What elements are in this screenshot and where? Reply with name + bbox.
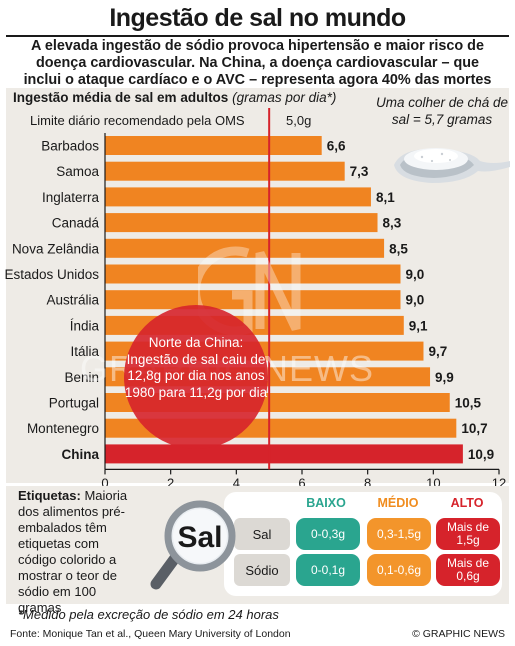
subtitle: A elevada ingestão de sódio provoca hipe…: [23, 38, 492, 88]
chart-ylabel: Ingestão média de sal em adultos (gramas…: [13, 90, 336, 105]
value-label: 9,1: [409, 318, 428, 333]
category-label: Canadá: [52, 216, 100, 231]
category-label: Portugal: [49, 396, 99, 411]
salt-high-value: Mais de 1,5g: [436, 518, 500, 550]
labels-body: Maioria dos alimentos pré-embalados têm …: [18, 488, 128, 615]
sodium-high-value: Mais de 0,6g: [436, 554, 500, 586]
sodium-low-value: 0-0,1g: [296, 554, 360, 586]
title-divider: [6, 35, 509, 37]
source-credit: Fonte: Monique Tan et al., Queen Mary Un…: [10, 628, 291, 640]
category-label: Inglaterra: [42, 190, 100, 205]
copyright: © GRAPHIC NEWS: [412, 628, 505, 640]
bar: [105, 444, 463, 464]
value-label: 9,9: [435, 370, 454, 385]
magnifier-word: Sal: [177, 521, 222, 554]
sodium-medium-value: 0,1-0,6g: [367, 554, 431, 586]
teaspoon-icon: [394, 148, 510, 183]
salt-low-value: 0-0,3g: [296, 518, 360, 550]
row-salt-label: Sal: [234, 518, 290, 550]
column-low: BAIXO: [306, 496, 346, 510]
value-label: 8,5: [389, 241, 408, 256]
category-label: Estados Unidos: [4, 267, 99, 282]
bar: [105, 161, 345, 181]
ylabel-unit: (gramas por dia*): [232, 90, 337, 105]
value-label: 10,5: [455, 396, 482, 411]
category-label: Benin: [64, 370, 99, 385]
value-label: 9,0: [406, 267, 425, 282]
category-label: Montenegro: [27, 421, 99, 436]
x-tick-label: 2: [167, 475, 174, 486]
value-label: 9,7: [428, 344, 447, 359]
china-callout-text: Norte da China: Ingestão de sal caiu de …: [124, 335, 268, 400]
ylabel-text: Ingestão média de sal em adultos: [13, 90, 229, 105]
spoon-note: Uma colher de chá de sal = 5,7 gramas: [375, 95, 509, 127]
value-label: 10,9: [468, 447, 494, 462]
column-medium: MÉDIO: [377, 496, 419, 510]
reference-line-label: Limite diário recomendado pela OMS: [30, 113, 245, 128]
column-high: ALTO: [450, 496, 484, 510]
category-label: Samoa: [56, 164, 99, 179]
magnifier-icon: Sal: [150, 500, 236, 590]
page-title: Ingestão de sal no mundo: [109, 4, 406, 32]
bar: [105, 187, 371, 207]
value-label: 7,3: [350, 164, 369, 179]
category-label: Barbados: [41, 139, 99, 154]
category-label: China: [61, 447, 99, 462]
bar: [105, 264, 401, 284]
category-label: Nova Zelândia: [12, 241, 100, 256]
row-sodium-label: Sódio: [234, 554, 290, 586]
category-label: Itália: [70, 344, 99, 359]
category-label: Índia: [70, 318, 100, 333]
labels-heading: Etiquetas:: [18, 488, 81, 503]
bar: [105, 213, 378, 233]
value-label: 8,3: [383, 216, 402, 231]
x-tick-label: 4: [233, 475, 240, 486]
bar: [105, 290, 401, 310]
bar: [105, 136, 322, 155]
x-tick-label: 6: [298, 475, 305, 486]
value-label: 9,0: [406, 293, 425, 308]
category-label: Austrália: [46, 293, 99, 308]
footnote: *Medido pela excreção de sódio em 24 hor…: [18, 607, 279, 622]
value-label: 8,1: [376, 190, 395, 205]
china-callout-circle: [124, 305, 268, 449]
bar: [105, 238, 385, 258]
reference-line-value: 5,0g: [286, 113, 312, 128]
labels-description: Etiquetas: Maioria dos alimentos pré-emb…: [18, 488, 134, 616]
x-tick-label: 12: [492, 475, 506, 486]
value-label: 10,7: [461, 421, 487, 436]
value-label: 6,6: [327, 139, 346, 154]
x-tick-label: 10: [426, 475, 440, 486]
x-tick-label: 8: [364, 475, 371, 486]
x-tick-label: 0: [101, 475, 108, 486]
salt-medium-value: 0,3-1,5g: [367, 518, 431, 550]
